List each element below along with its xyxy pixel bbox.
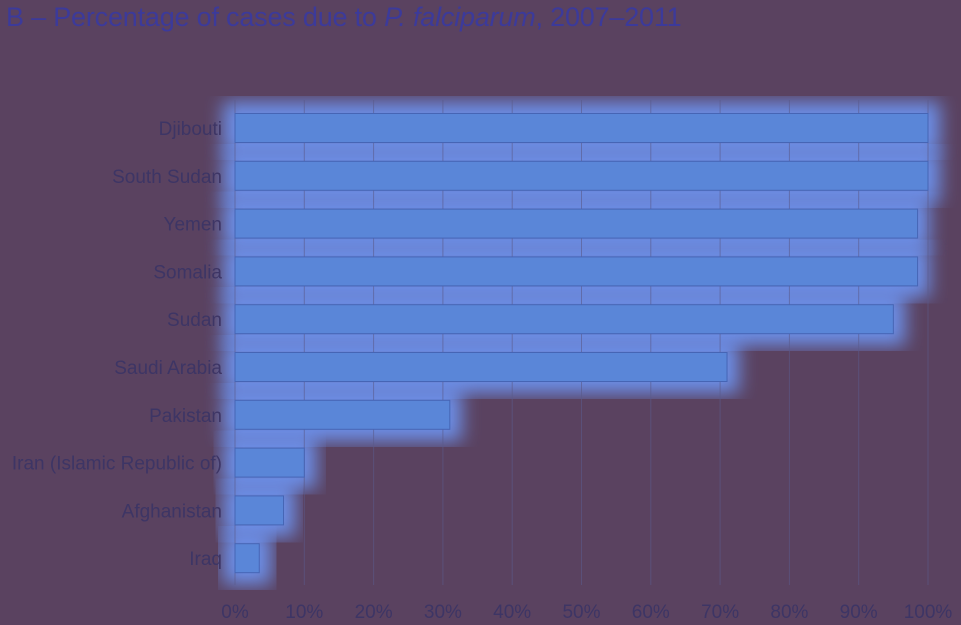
- category-label: Djibouti: [159, 119, 222, 140]
- category-label: Pakistan: [149, 406, 222, 427]
- chart-title: B – Percentage of cases due to P. falcip…: [6, 2, 682, 33]
- x-tick-label: 30%: [424, 602, 462, 623]
- x-tick-label: 0%: [221, 602, 249, 623]
- x-tick-label: 100%: [904, 602, 953, 623]
- category-label: South Sudan: [112, 167, 222, 188]
- x-tick-label: 70%: [701, 602, 739, 623]
- bar-afghanistan: [234, 495, 285, 526]
- category-label: Saudi Arabia: [114, 358, 222, 379]
- x-tick-label: 40%: [493, 602, 531, 623]
- x-tick-label: 20%: [355, 602, 393, 623]
- bar-saudi-arabia: [234, 352, 728, 382]
- x-tick-label: 60%: [632, 602, 670, 623]
- x-tick-label: 90%: [840, 602, 878, 623]
- category-labels: Djibouti South Sudan Yemen Somalia Sudan Saud…: [12, 119, 223, 570]
- category-label: Yemen: [164, 215, 222, 236]
- chart-title-species: P. falciparum: [384, 2, 536, 32]
- bar-sudan: [234, 304, 894, 335]
- category-label: Iran (Islamic Republic of): [12, 454, 222, 475]
- bar-south-sudan: [234, 160, 929, 191]
- bars: [234, 113, 929, 574]
- bar-somalia: [234, 256, 919, 287]
- bar-pakistan: [234, 399, 451, 430]
- bar-yemen: [234, 208, 919, 239]
- chart-title-suffix: , 2007–2011: [535, 2, 682, 32]
- category-label: Somalia: [153, 262, 222, 283]
- bar-djibouti: [234, 113, 929, 143]
- bar-iraq: [234, 543, 260, 574]
- x-tick-label: 80%: [770, 602, 808, 623]
- category-label: Afghanistan: [122, 501, 222, 522]
- x-tick-label: 50%: [562, 602, 600, 623]
- x-tick-labels: 0% 10% 20% 30% 40% 50% 60% 70% 80% 90% 100%: [221, 602, 952, 623]
- category-label: Iraq: [189, 549, 222, 570]
- x-tick-label: 10%: [285, 602, 323, 623]
- bar-iran-islamic-republic-of: [234, 447, 305, 478]
- category-label: Sudan: [167, 310, 222, 331]
- chart-title-prefix: B – Percentage of cases due to: [6, 2, 385, 32]
